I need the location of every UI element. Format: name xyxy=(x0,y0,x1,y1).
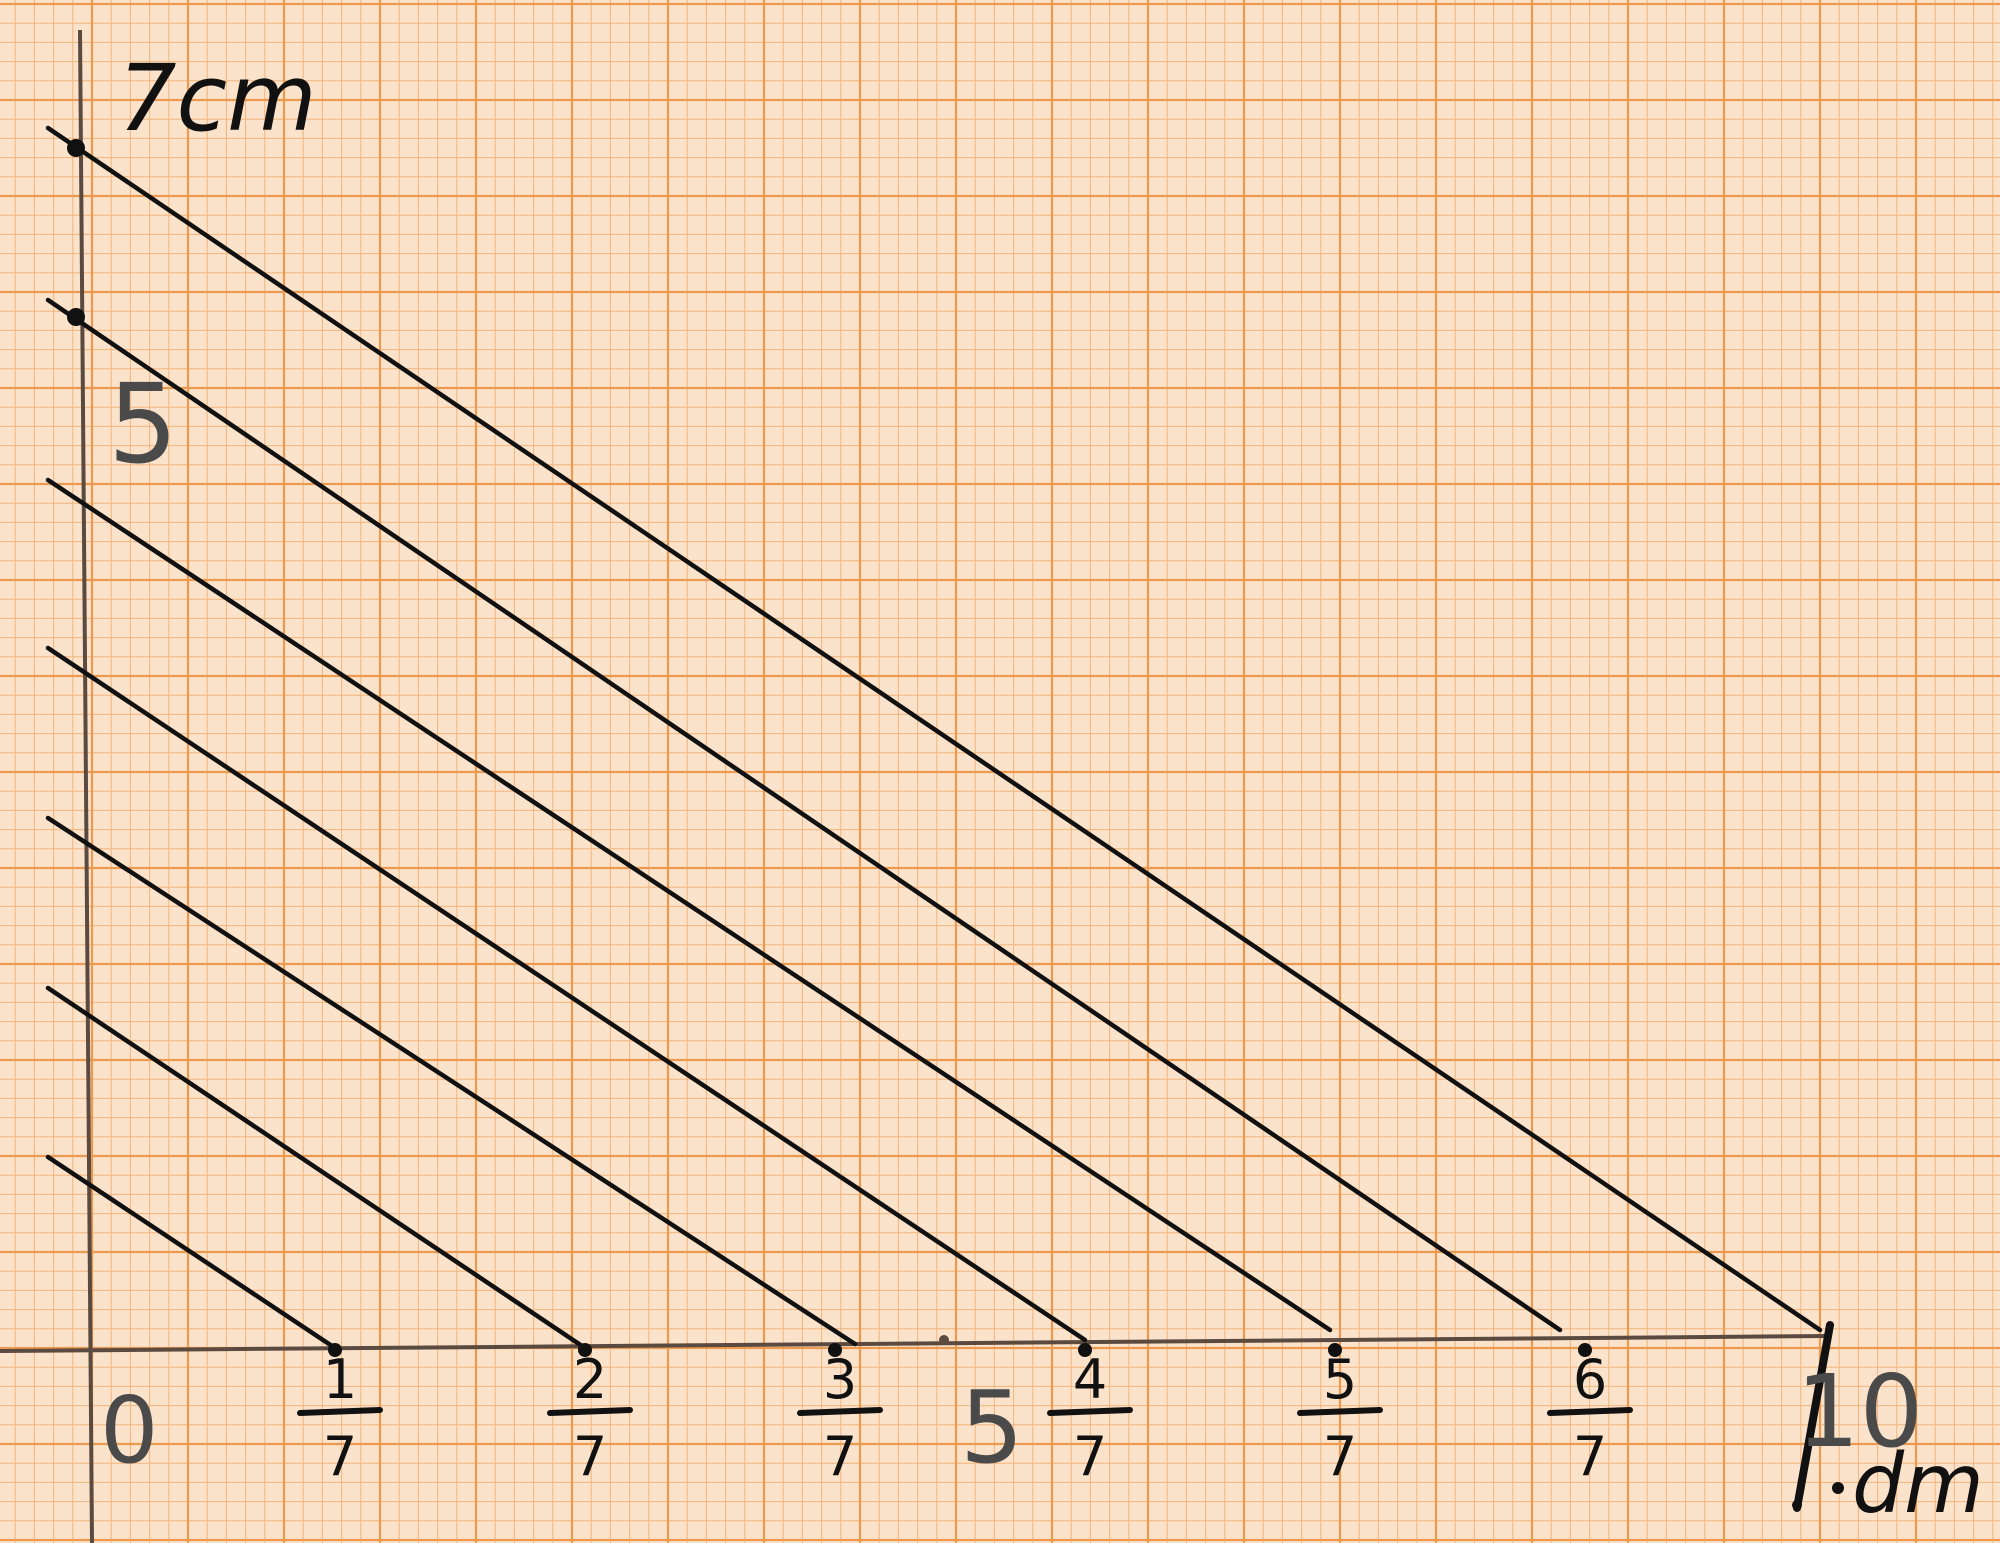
fraction-bar-2 xyxy=(550,1410,630,1413)
parallel-line-6 xyxy=(48,300,1560,1330)
y-axis xyxy=(80,30,92,1543)
fraction-denominator-4: 7 xyxy=(1073,1425,1107,1488)
x-unit-dot xyxy=(1832,1482,1844,1494)
x-axis xyxy=(0,1336,1830,1351)
fraction-bar-6 xyxy=(1550,1410,1630,1413)
fraction-denominator-5: 7 xyxy=(1323,1425,1357,1488)
fraction-denominator-1: 7 xyxy=(323,1425,357,1488)
fraction-numerator-3: 3 xyxy=(823,1348,857,1411)
parallel-line-2 xyxy=(48,988,585,1348)
fraction-denominator-2: 7 xyxy=(573,1425,607,1488)
x-mid-dot xyxy=(939,1335,949,1345)
y-mark-dot-6 xyxy=(67,308,85,326)
fraction-bar-3 xyxy=(800,1410,880,1413)
fraction-numerator-2: 2 xyxy=(573,1348,607,1411)
fraction-bar-4 xyxy=(1050,1410,1130,1413)
parallel-line-7 xyxy=(48,128,1820,1330)
fraction-bar-1 xyxy=(300,1410,380,1413)
fraction-denominator-3: 7 xyxy=(823,1425,857,1488)
fraction-numerator-1: 1 xyxy=(323,1348,357,1411)
y-mark-dot-7 xyxy=(67,139,85,157)
parallel-line-3 xyxy=(48,818,855,1344)
x-origin-label: 0 xyxy=(100,1377,159,1484)
fraction-denominator-6: 7 xyxy=(1573,1425,1607,1488)
end-dot xyxy=(1792,1500,1802,1510)
x-unit-label: dm xyxy=(1852,1437,1984,1532)
y-mid-label: 5 xyxy=(108,360,178,488)
fraction-bar-5 xyxy=(1300,1410,1380,1413)
fraction-numerator-4: 4 xyxy=(1073,1348,1107,1411)
x-mid-label: 5 xyxy=(960,1369,1024,1486)
parallel-lines xyxy=(48,128,1820,1348)
parallel-line-4 xyxy=(48,648,1085,1340)
y-unit-label: 7cm xyxy=(118,45,317,152)
fraction-numerator-5: 5 xyxy=(1323,1348,1357,1411)
fraction-numerator-6: 6 xyxy=(1573,1348,1607,1411)
parallel-line-5 xyxy=(48,480,1330,1330)
